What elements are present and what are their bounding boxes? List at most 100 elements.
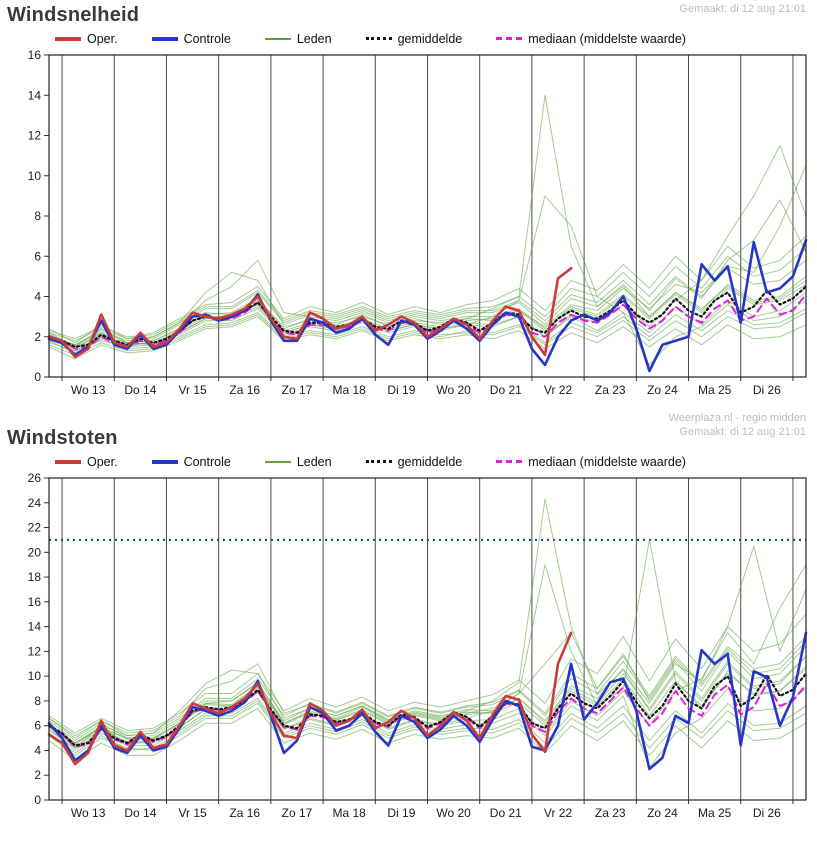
legend-label-controle: Controle bbox=[183, 454, 231, 469]
y-tick-label: 14 bbox=[28, 620, 42, 634]
x-day-label: Wo 20 bbox=[436, 806, 471, 820]
mediaan-line-swatch bbox=[496, 460, 523, 463]
legend-label-gemiddelde: gemiddelde bbox=[397, 31, 463, 46]
plot-border bbox=[48, 54, 807, 378]
y-tick-label: 4 bbox=[34, 290, 41, 304]
x-day-label: Vr 15 bbox=[178, 806, 207, 820]
y-tick-label: 10 bbox=[28, 669, 42, 683]
x-day-label: Do 21 bbox=[490, 806, 522, 820]
legend-label-leden: Leden bbox=[296, 454, 332, 469]
x-day-label: Zo 24 bbox=[647, 806, 678, 820]
y-tick-label: 24 bbox=[28, 496, 42, 510]
gemiddelde-line-swatch bbox=[365, 460, 392, 463]
legend-label-mediaan: mediaan (middelste waarde) bbox=[528, 454, 686, 469]
x-day-label: Di 19 bbox=[387, 383, 415, 397]
x-day-label: Ma 18 bbox=[333, 383, 367, 397]
y-tick-label: 16 bbox=[28, 49, 42, 62]
oper-line bbox=[47, 267, 573, 359]
oper-line bbox=[47, 631, 573, 766]
y-tick-label: 12 bbox=[28, 644, 42, 658]
y-tick-label: 2 bbox=[34, 330, 41, 344]
y-tick-label: 2 bbox=[34, 768, 41, 782]
mean-line bbox=[47, 672, 808, 747]
windsnelheid-section: Windsnelheid Weerplaza.nl - regio midden… bbox=[5, 0, 812, 401]
x-day-label: Di 19 bbox=[387, 806, 415, 820]
member-line bbox=[48, 655, 807, 745]
legend-item-leden: Leden bbox=[264, 454, 332, 469]
member-line bbox=[48, 613, 807, 734]
x-day-label: Vr 22 bbox=[544, 806, 573, 820]
x-day-label: Do 21 bbox=[490, 383, 522, 397]
oper-line-swatch bbox=[55, 36, 81, 41]
x-day-label: Wo 20 bbox=[436, 383, 471, 397]
member-line bbox=[48, 641, 807, 737]
member-line bbox=[48, 259, 807, 346]
gemiddelde-line-swatch bbox=[365, 37, 392, 40]
member-line bbox=[48, 702, 807, 756]
x-day-label: Do 14 bbox=[124, 383, 156, 397]
legend-label-controle: Controle bbox=[183, 31, 231, 46]
y-tick-label: 22 bbox=[28, 521, 42, 535]
controle-line-swatch bbox=[151, 459, 178, 464]
chart-header: Oper. Controle Leden gemiddelde mediaan … bbox=[5, 451, 812, 472]
x-day-label: Do 14 bbox=[124, 806, 156, 820]
leden-line-swatch bbox=[264, 460, 291, 463]
legend-label-leden: Leden bbox=[296, 31, 332, 46]
chart-title-windsnelheid: Windsnelheid bbox=[7, 4, 140, 26]
x-day-label: Za 23 bbox=[595, 383, 626, 397]
y-tick-label: 16 bbox=[28, 595, 42, 609]
member-line bbox=[48, 632, 807, 744]
leden-line-swatch bbox=[264, 37, 291, 40]
x-day-label: Wo 13 bbox=[71, 383, 106, 397]
legend-label-mediaan: mediaan (middelste waarde) bbox=[528, 31, 686, 46]
y-tick-label: 8 bbox=[34, 209, 41, 223]
y-tick-label: 12 bbox=[28, 129, 42, 143]
legend-item-controle: Controle bbox=[151, 31, 231, 46]
x-day-label: Za 16 bbox=[229, 383, 260, 397]
watermark: Weerplaza.nl - regio midden Gemaakt: di … bbox=[669, 0, 806, 17]
median-line bbox=[48, 682, 807, 748]
watermark-created: Gemaakt: di 12 aug 21:01 bbox=[679, 426, 806, 439]
x-day-label: Za 16 bbox=[229, 806, 260, 820]
y-tick-label: 26 bbox=[28, 472, 42, 485]
mediaan-line-swatch bbox=[496, 37, 523, 40]
member-line bbox=[48, 247, 807, 340]
watermark-source: Weerplaza.nl - regio midden bbox=[668, 412, 806, 424]
legend-item-oper: Oper. bbox=[55, 455, 118, 469]
y-tick-label: 18 bbox=[28, 570, 42, 584]
member-line bbox=[48, 199, 807, 348]
member-line bbox=[48, 308, 807, 356]
y-tick-label: 4 bbox=[34, 743, 41, 757]
controle-line bbox=[47, 238, 808, 373]
legend-label-oper: Oper. bbox=[87, 454, 118, 469]
member-line bbox=[48, 668, 807, 744]
chart-title-windstoten: Windstoten bbox=[7, 427, 118, 449]
watermark-source: Weerplaza.nl - regio midden bbox=[669, 0, 806, 2]
member-line bbox=[48, 312, 807, 354]
controle-line-swatch bbox=[151, 36, 178, 41]
x-day-label: Ma 25 bbox=[698, 383, 732, 397]
member-line bbox=[48, 235, 807, 344]
legend: Oper. Controle Leden gemiddelde mediaan … bbox=[5, 451, 812, 472]
x-day-label: Vr 15 bbox=[178, 383, 207, 397]
x-day-label: Zo 24 bbox=[647, 383, 678, 397]
y-tick-label: 0 bbox=[34, 793, 41, 807]
legend-item-gemiddelde: gemiddelde bbox=[365, 455, 462, 469]
legend-label-oper: Oper. bbox=[87, 31, 118, 46]
legend: Oper. Controle Leden gemiddelde mediaan … bbox=[5, 28, 812, 49]
y-tick-label: 6 bbox=[34, 719, 41, 733]
legend-item-mediaan: mediaan (middelste waarde) bbox=[496, 455, 686, 469]
x-day-label: Za 23 bbox=[595, 806, 626, 820]
x-day-label: Ma 18 bbox=[333, 806, 367, 820]
watermark: Weerplaza.nl - regio midden Gemaakt: di … bbox=[669, 411, 806, 440]
y-tick-label: 6 bbox=[34, 249, 41, 263]
y-tick-label: 20 bbox=[28, 545, 42, 559]
x-day-label: Di 26 bbox=[753, 383, 781, 397]
legend-item-leden: Leden bbox=[264, 31, 332, 46]
y-tick-label: 14 bbox=[28, 88, 42, 102]
watermark-created: Gemaakt: di 12 aug 21:01 bbox=[679, 3, 806, 16]
y-tick-label: 10 bbox=[28, 169, 42, 183]
y-tick-label: 8 bbox=[34, 694, 41, 708]
x-day-label: Vr 22 bbox=[544, 383, 573, 397]
